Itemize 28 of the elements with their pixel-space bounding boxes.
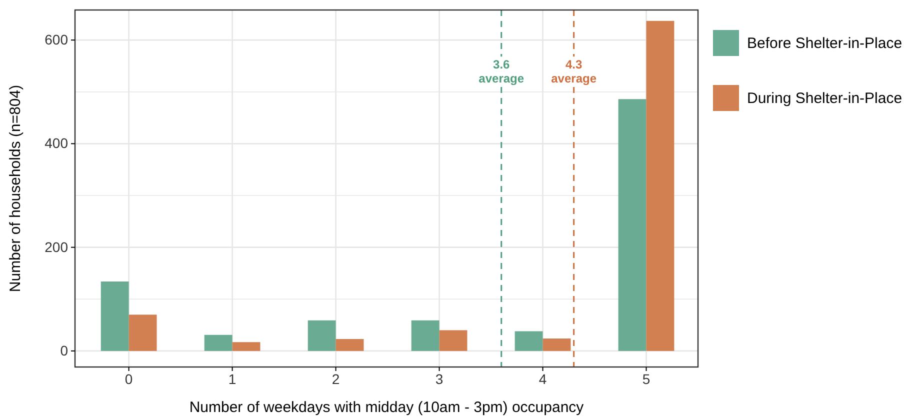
bar: [336, 339, 364, 351]
bar: [542, 338, 571, 351]
bar: [439, 330, 468, 351]
x-tick-label: 5: [642, 370, 650, 387]
bar: [100, 282, 129, 351]
x-tick-label: 1: [228, 370, 236, 387]
bar: [514, 331, 543, 351]
bar: [411, 320, 440, 351]
x-tick-label: 0: [124, 370, 133, 387]
ref-line-label: 4.3 average: [551, 58, 597, 86]
bar: [308, 320, 336, 351]
bar: [618, 99, 646, 351]
bar: [646, 20, 674, 351]
bar: [232, 342, 260, 351]
y-tick-label: 200: [44, 238, 68, 255]
legend-label: During Shelter-in-Place: [747, 90, 902, 107]
x-tick-label: 4: [538, 370, 547, 387]
y-tick-label: 400: [44, 135, 68, 152]
ref-line-label: 3.6 average: [478, 58, 524, 86]
y-axis-title: Number of households (n=804): [7, 84, 24, 292]
y-tick-label: 0: [60, 342, 68, 358]
bar: [204, 334, 232, 351]
bar: [128, 314, 157, 351]
x-axis-title: Number of weekdays with midday (10am - 3pm) occupancy: [189, 399, 584, 416]
x-tick-label: 3: [435, 370, 444, 387]
legend-label: Before Shelter-in-Place: [747, 35, 902, 52]
x-tick-label: 2: [332, 370, 340, 387]
y-tick-label: 600: [44, 32, 68, 48]
